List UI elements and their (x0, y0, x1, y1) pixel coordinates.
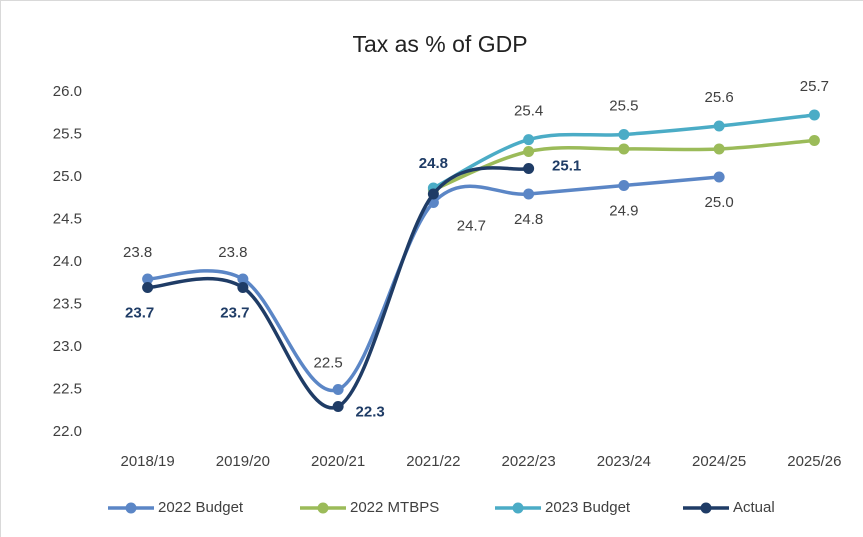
data-label: 23.7 (125, 304, 154, 321)
point-marker (713, 171, 725, 183)
x-tick-label: 2020/21 (311, 453, 365, 470)
point-marker (808, 134, 820, 146)
point-marker (523, 146, 535, 157)
x-tick-label: 2025/26 (787, 453, 841, 470)
point-marker (523, 134, 535, 146)
legend-marker (700, 502, 712, 514)
legend-label: 2022 MTBPS (350, 499, 439, 516)
legend-label: Actual (733, 499, 775, 516)
data-label: 25.1 (552, 157, 581, 174)
y-tick-label: 23.5 (53, 295, 82, 312)
y-tick-label: 25.0 (53, 168, 82, 185)
x-tick-label: 2021/22 (406, 453, 460, 470)
legend-label: 2023 Budget (545, 499, 631, 516)
data-label: 23.8 (218, 244, 247, 261)
data-label: 23.7 (220, 304, 249, 321)
point-marker (618, 180, 630, 191)
point-marker (618, 143, 630, 155)
point-marker (618, 129, 630, 140)
x-tick-label: 2024/25 (692, 453, 746, 470)
data-label: 24.9 (609, 202, 638, 219)
point-marker (713, 120, 725, 132)
y-tick-label: 24.0 (53, 253, 82, 270)
data-label: 24.8 (419, 155, 448, 172)
y-tick-label: 22.5 (53, 380, 82, 397)
data-label: 22.3 (356, 403, 385, 420)
data-label: 22.5 (314, 354, 343, 371)
point-marker (332, 401, 344, 412)
series-line (147, 166, 530, 410)
y-tick-label: 22.0 (53, 423, 82, 440)
data-label: 23.8 (123, 244, 152, 261)
y-tick-label: 24.5 (53, 210, 82, 227)
point-marker (332, 384, 344, 395)
data-label: 24.7 (457, 217, 486, 234)
legend-label: 2022 Budget (158, 499, 244, 516)
point-marker (523, 188, 535, 200)
point-marker (523, 163, 535, 174)
x-tick-label: 2023/24 (597, 453, 651, 470)
legend-marker (512, 502, 524, 514)
data-label: 25.0 (705, 194, 734, 211)
y-tick-label: 26.0 (53, 83, 82, 100)
point-marker (808, 109, 820, 121)
y-tick-label: 23.0 (53, 338, 82, 355)
data-label: 24.8 (514, 211, 543, 228)
x-tick-label: 2019/20 (216, 453, 270, 470)
y-tick-label: 25.5 (53, 125, 82, 142)
point-marker (237, 282, 249, 293)
data-label: 25.6 (705, 89, 734, 106)
point-marker (142, 273, 154, 285)
point-marker (713, 143, 725, 155)
point-marker (237, 273, 249, 285)
x-tick-label: 2022/23 (502, 453, 556, 470)
point-marker (427, 188, 439, 200)
legend-marker (125, 502, 137, 514)
data-label: 25.4 (514, 103, 543, 120)
legend-marker (317, 502, 329, 514)
x-tick-label: 2018/19 (121, 453, 175, 470)
point-marker (142, 282, 154, 293)
data-label: 25.5 (609, 97, 638, 114)
chart-title: Tax as % of GDP (352, 31, 527, 57)
data-label: 25.7 (800, 78, 829, 95)
